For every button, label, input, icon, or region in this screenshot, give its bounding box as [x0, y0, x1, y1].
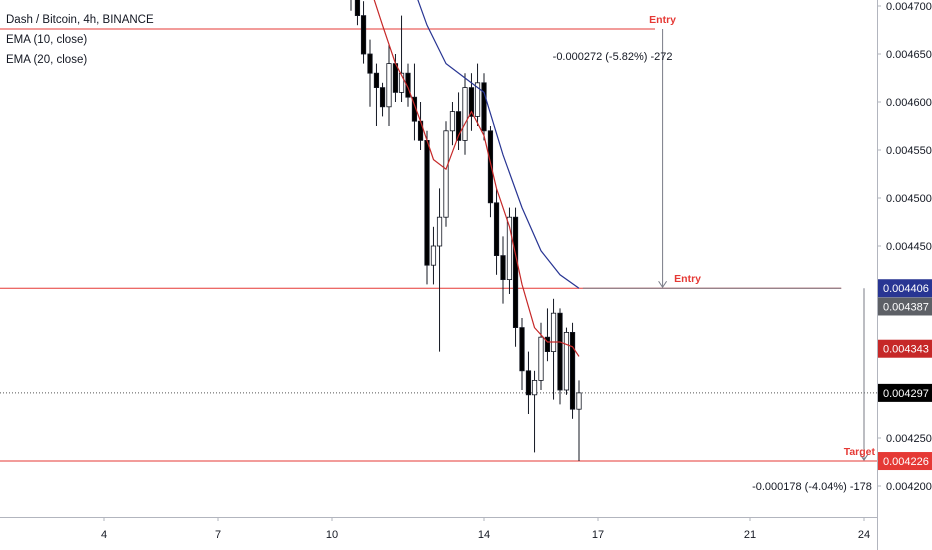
candle[interactable]	[354, 0, 361, 17]
candle[interactable]	[392, 63, 399, 93]
price-tag-label: 0.004406	[883, 283, 929, 295]
candle[interactable]	[550, 312, 557, 353]
candle[interactable]	[455, 111, 462, 141]
price-tag-label: 0.004343	[883, 344, 929, 356]
candle[interactable]	[557, 312, 563, 391]
candle[interactable]	[493, 202, 500, 257]
x-tick-label: 17	[592, 529, 604, 541]
candle[interactable]	[525, 370, 532, 396]
price-tag-label: 0.004226	[883, 456, 929, 468]
y-tick-label: 0.004700	[886, 1, 932, 13]
entry-upper-label: Entry	[649, 14, 676, 26]
entry-lower-label: Entry	[674, 273, 701, 285]
price-tag[interactable]	[878, 279, 932, 298]
candle[interactable]	[379, 87, 386, 108]
price-tag-label: 0.004387	[883, 301, 929, 313]
y-tick-label: 0.004450	[886, 241, 932, 253]
candle[interactable]	[424, 139, 430, 266]
y-tick-label: 0.004250	[886, 433, 932, 445]
candle[interactable]	[576, 392, 582, 410]
candle[interactable]	[569, 331, 576, 410]
y-tick-label: 0.004650	[886, 49, 932, 61]
candle[interactable]	[468, 87, 475, 117]
y-tick-label: 0.004600	[886, 97, 932, 109]
candle[interactable]	[506, 216, 513, 280]
candle[interactable]	[430, 245, 437, 266]
measure-arrowhead	[658, 280, 668, 289]
price-tag[interactable]	[878, 383, 932, 402]
x-tick-label: 10	[326, 529, 338, 541]
y-tick-label: 0.004200	[886, 481, 932, 493]
price-tag[interactable]	[878, 452, 932, 471]
price-tag[interactable]	[878, 339, 932, 358]
candle[interactable]	[500, 255, 506, 281]
candle[interactable]	[398, 72, 405, 93]
candle[interactable]	[519, 327, 525, 372]
x-tick-label: 4	[101, 529, 107, 541]
candle[interactable]	[436, 216, 443, 247]
candle[interactable]	[563, 331, 570, 391]
candle[interactable]	[487, 130, 494, 204]
x-tick-label: 7	[215, 529, 221, 541]
ema10-line[interactable]	[358, 0, 580, 357]
candle[interactable]	[386, 63, 392, 108]
x-tick-label: 24	[858, 529, 870, 541]
candle[interactable]	[531, 379, 538, 396]
candle[interactable]	[462, 87, 468, 141]
measure-label: -0.000178 (-4.04%) -178	[752, 481, 872, 493]
x-tick-label: 14	[478, 529, 490, 541]
measure-arrowhead	[859, 453, 869, 461]
candle[interactable]	[544, 336, 551, 353]
x-tick-label: 21	[744, 529, 756, 541]
y-tick-label: 0.004550	[886, 145, 932, 157]
measure-label: -0.000272 (-5.82%) -272	[553, 51, 673, 63]
ema20-line[interactable]	[389, 0, 580, 289]
legend-symbol[interactable]: Dash / Bitcoin, 4h, BINANCE	[6, 14, 154, 26]
candle[interactable]	[512, 216, 519, 328]
candle[interactable]	[373, 72, 380, 88]
candle[interactable]	[443, 130, 449, 218]
candle[interactable]	[481, 82, 487, 132]
candle[interactable]	[405, 72, 411, 98]
price-tag[interactable]	[878, 297, 932, 316]
y-tick-label: 0.004500	[886, 193, 932, 205]
chart-legend: Dash / Bitcoin, 4h, BINANCE EMA (10, clo…	[6, 10, 154, 70]
candle[interactable]	[474, 82, 481, 117]
candle[interactable]	[367, 53, 373, 74]
legend-ema20[interactable]: EMA (20, close)	[6, 54, 88, 66]
candle[interactable]	[538, 336, 544, 381]
candle[interactable]	[449, 111, 456, 132]
candle[interactable]	[360, 15, 367, 55]
legend-ema10[interactable]: EMA (10, close)	[6, 34, 88, 46]
price-tag-label: 0.004297	[883, 388, 929, 400]
target-label: Target	[844, 446, 876, 458]
